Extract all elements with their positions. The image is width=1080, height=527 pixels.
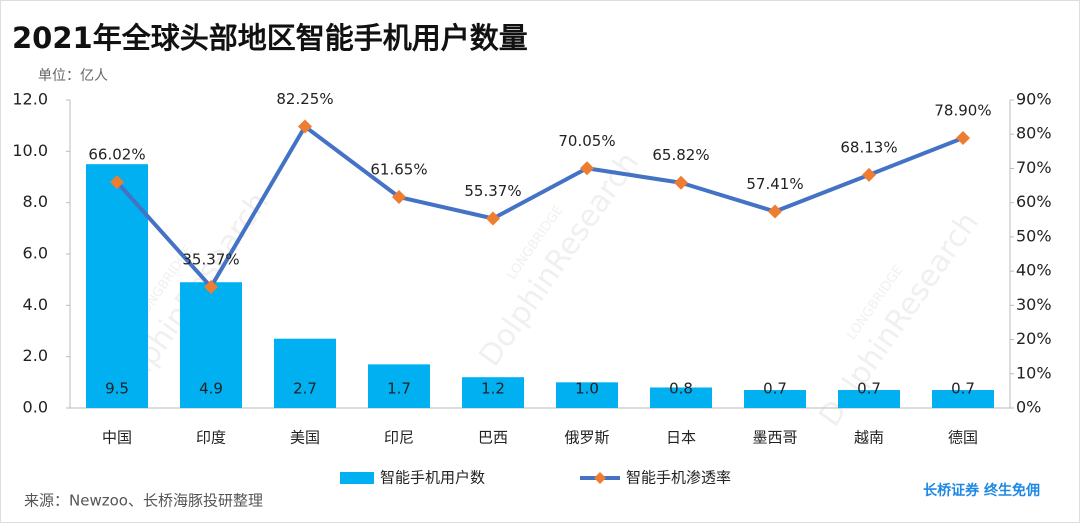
x-tick-label: 美国 xyxy=(290,429,320,447)
bar xyxy=(650,387,712,408)
y-tick-label: 10.0 xyxy=(12,141,48,160)
line-value-label: 78.90% xyxy=(934,101,991,119)
x-tick-label: 德国 xyxy=(948,429,978,447)
y-tick-label: 2.0 xyxy=(23,346,48,365)
y2-tick-label: 10% xyxy=(1016,363,1052,382)
y2-tick-label: 30% xyxy=(1016,295,1052,314)
x-tick-label: 越南 xyxy=(854,429,884,447)
bar xyxy=(368,364,430,408)
marker xyxy=(580,161,594,176)
y-tick-label: 8.0 xyxy=(23,192,48,211)
legend-label: 智能手机渗透率 xyxy=(626,469,731,487)
bar xyxy=(180,282,242,408)
marker xyxy=(110,175,124,190)
y2-tick-label: 0% xyxy=(1016,398,1041,417)
unit-label: 单位：亿人 xyxy=(38,68,108,84)
y-tick-label: 12.0 xyxy=(12,90,48,109)
y2-tick-label: 70% xyxy=(1016,158,1052,177)
marker xyxy=(298,119,312,134)
bar-value-label: 1.7 xyxy=(387,380,411,398)
legend-swatch xyxy=(340,472,374,484)
x-tick-label: 墨西哥 xyxy=(752,429,797,447)
x-tick-label: 印度 xyxy=(196,429,226,447)
x-tick-label: 印尼 xyxy=(384,429,414,447)
y2-tick-label: 20% xyxy=(1016,329,1052,348)
y2-tick-label: 60% xyxy=(1016,192,1052,211)
y2-tick-label: 40% xyxy=(1016,261,1052,280)
marker xyxy=(768,204,782,219)
x-tick-label: 中国 xyxy=(102,429,132,447)
bar-value-label: 4.9 xyxy=(199,380,223,398)
x-tick-label: 巴西 xyxy=(478,429,508,447)
line-value-label: 57.41% xyxy=(746,175,803,193)
x-tick-label: 俄罗斯 xyxy=(564,429,609,447)
brand: 长桥证券 终生免佣 xyxy=(923,482,1040,499)
marker xyxy=(862,167,876,182)
bar-value-label: 2.7 xyxy=(293,380,317,398)
line-value-label: 61.65% xyxy=(370,161,427,179)
marker xyxy=(486,211,500,226)
y-tick-label: 0.0 xyxy=(23,398,48,417)
bar-value-label: 0.7 xyxy=(763,380,787,398)
line-value-label: 65.82% xyxy=(652,146,709,164)
bar xyxy=(838,390,900,408)
line-value-label: 35.37% xyxy=(182,250,239,268)
bar xyxy=(86,164,148,408)
bar xyxy=(556,382,618,408)
bar xyxy=(274,338,336,408)
source: 来源：Newzoo、长桥海豚投研整理 xyxy=(24,492,263,510)
y-tick-label: 6.0 xyxy=(23,244,48,263)
bar-value-label: 0.7 xyxy=(951,380,975,398)
bar-value-label: 1.2 xyxy=(481,380,505,398)
bar xyxy=(462,377,524,408)
y2-tick-label: 50% xyxy=(1016,226,1052,245)
bar-value-label: 0.7 xyxy=(857,380,881,398)
line-value-label: 70.05% xyxy=(558,132,615,150)
legend-label: 智能手机用户数 xyxy=(380,469,485,487)
line-value-label: 82.25% xyxy=(276,90,333,108)
legend-marker xyxy=(594,472,606,484)
y2-tick-label: 90% xyxy=(1016,90,1052,109)
line xyxy=(115,124,964,289)
marker xyxy=(956,130,970,145)
bar-value-label: 1.0 xyxy=(575,380,599,398)
marker xyxy=(392,190,406,205)
bar-value-label: 0.8 xyxy=(669,380,693,398)
line-value-label: 66.02% xyxy=(88,146,145,164)
line-value-label: 68.13% xyxy=(840,138,897,156)
bar xyxy=(744,390,806,408)
marker xyxy=(204,279,218,294)
marker xyxy=(674,175,688,190)
bar xyxy=(932,390,994,408)
line-value-label: 55.37% xyxy=(464,182,521,200)
y2-tick-label: 80% xyxy=(1016,124,1052,143)
x-tick-label: 日本 xyxy=(666,429,696,447)
y-tick-label: 4.0 xyxy=(23,295,48,314)
chart-title: 2021年全球头部地区智能手机用户数量 xyxy=(12,21,528,55)
bar-value-label: 9.5 xyxy=(105,380,129,398)
